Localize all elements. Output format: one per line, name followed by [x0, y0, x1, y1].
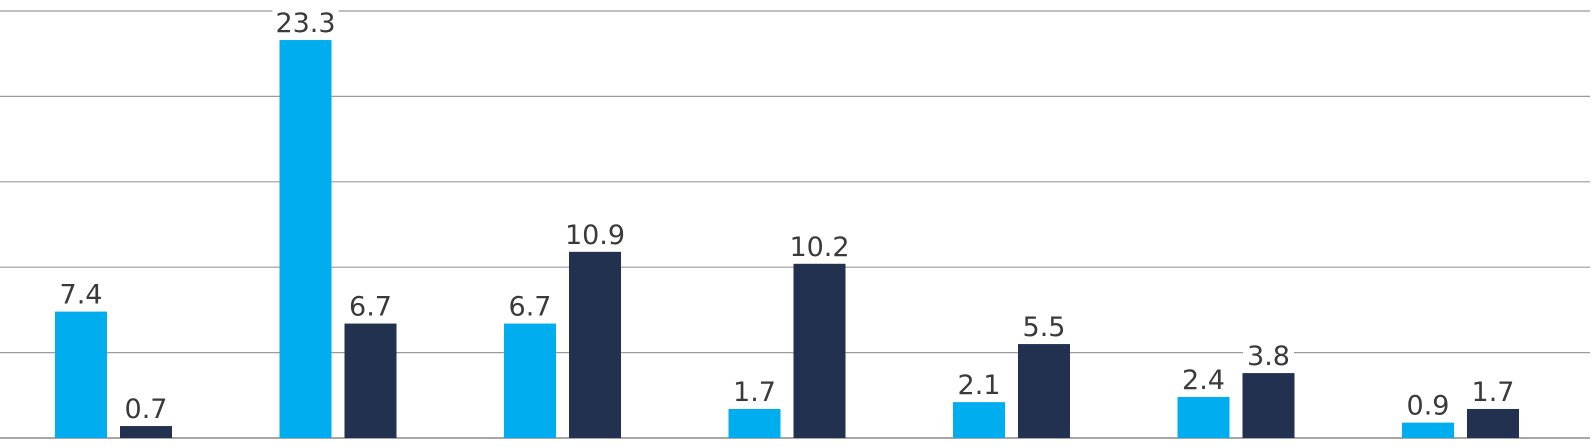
data-label-background: [272, 8, 339, 37]
data-label-series-2-group-4: 10.2: [789, 232, 849, 263]
data-label-series-2-group-5: 5.5: [1023, 312, 1066, 343]
data-label-background: [1178, 365, 1229, 394]
data-label-series-1-group-6: 2.4: [1182, 365, 1225, 396]
data-label-background: [1243, 341, 1294, 370]
bar-series-1-group-5: [953, 402, 1005, 438]
data-labels: 7.4 23.3 6.7 1.7 2.1 2.4 0.9 0.7 6.7 10.9 10.2 5.5 3…: [55, 8, 1519, 425]
data-label-background: [1467, 376, 1519, 405]
bar-series-1-group-7: [1402, 422, 1454, 438]
data-label-background: [953, 370, 1005, 399]
bar-series-2-group-1: [120, 426, 172, 438]
bar-series-2-group-2: [344, 323, 397, 438]
data-label-series-1-group-3: 6.7: [509, 292, 552, 323]
data-label-series-2-group-1: 0.7: [125, 394, 168, 425]
data-label-background: [504, 291, 556, 320]
bars: [55, 40, 1519, 438]
bar-series-2-group-4: [793, 263, 846, 438]
data-label-series-1-group-4: 1.7: [733, 377, 776, 408]
data-label-background: [729, 376, 780, 405]
data-label-series-2-group-7: 1.7: [1472, 377, 1515, 408]
bar-series-1-group-6: [1177, 397, 1230, 438]
bar-series-2-group-7: [1467, 408, 1519, 438]
data-label-background: [1018, 312, 1070, 341]
data-label-series-2-group-3: 10.9: [565, 220, 625, 251]
data-label-series-2-group-2: 6.7: [349, 292, 392, 323]
data-label-background: [1402, 390, 1454, 419]
bar-series-2-group-5: [1018, 344, 1070, 438]
data-label-series-1-group-2: 23.3: [275, 8, 335, 39]
data-label-background: [562, 219, 628, 248]
data-label-series-2-group-6: 3.8: [1247, 341, 1290, 372]
data-label-series-1-group-7: 0.9: [1407, 391, 1450, 422]
bar-series-1-group-4: [728, 408, 781, 438]
bar-series-1-group-2: [279, 40, 332, 438]
data-label-background: [345, 291, 396, 320]
data-label-background: [786, 231, 853, 260]
bar-series-1-group-3: [504, 323, 556, 438]
data-label-background: [120, 394, 172, 423]
bar-series-2-group-6: [1242, 373, 1295, 438]
data-label-background: [55, 279, 107, 308]
data-label-series-1-group-1: 7.4: [60, 280, 103, 311]
bar-series-2-group-3: [569, 251, 621, 438]
data-label-series-1-group-5: 2.1: [958, 370, 1001, 401]
bar-series-1-group-1: [55, 311, 107, 438]
